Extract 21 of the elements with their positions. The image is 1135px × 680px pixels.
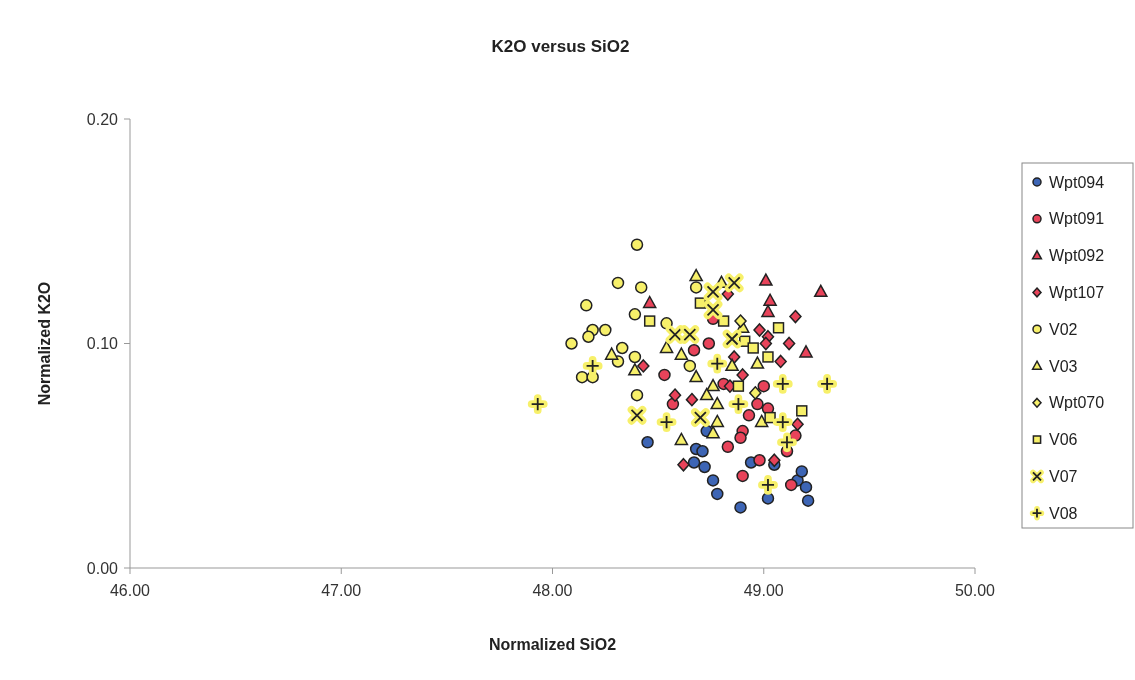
legend-label: Wpt070 (1049, 394, 1105, 412)
x-tick-label: 50.00 (954, 582, 996, 599)
chart-title: K2O versus SiO2 (491, 37, 630, 56)
x-tick-label: 49.00 (743, 582, 784, 599)
legend-label: V02 (1049, 320, 1078, 338)
y-tick-label: 0.20 (86, 110, 119, 128)
x-axis-title: Normalized SiO2 (488, 636, 617, 653)
y-axis-title: Normalized K2O (36, 281, 53, 406)
legend-label: Wpt094 (1049, 173, 1105, 191)
legend-label: V07 (1049, 468, 1078, 485)
legend-label: V03 (1049, 357, 1078, 375)
legend-label: Wpt091 (1049, 210, 1105, 228)
x-tick-label: 46.00 (109, 582, 151, 599)
legend-label: V08 (1049, 504, 1078, 522)
legend-label: V06 (1049, 431, 1078, 449)
legend-label: Wpt092 (1049, 247, 1105, 265)
y-tick-label: 0.10 (86, 335, 119, 353)
x-tick-label: 48.00 (532, 582, 573, 599)
y-tick-label: 0.00 (86, 559, 119, 577)
x-tick-label: 47.00 (321, 582, 362, 599)
legend-label: Wpt107 (1049, 284, 1105, 301)
